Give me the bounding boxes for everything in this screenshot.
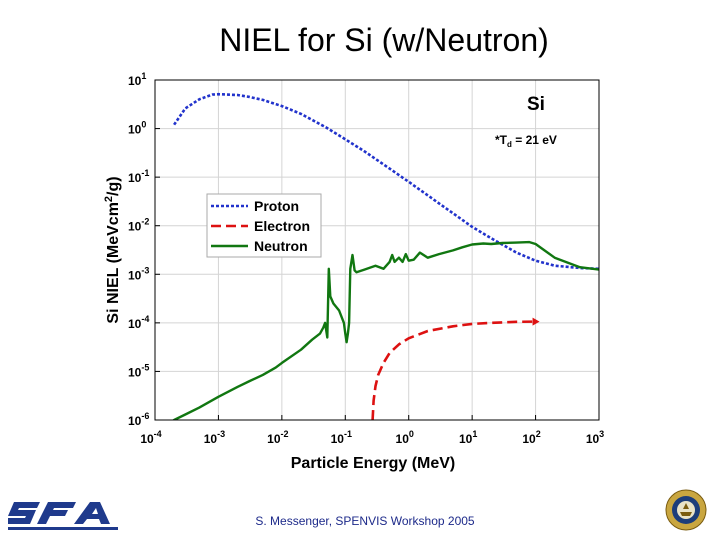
x-tick-label: 10-2 <box>267 429 288 446</box>
plot-frame <box>154 79 600 421</box>
y-tick-label: 10-3 <box>128 265 149 282</box>
material-annotation: Si <box>527 94 545 115</box>
x-tick-label: 10-1 <box>331 429 352 446</box>
legend-electron-label: Electron <box>254 218 310 234</box>
series-electron-end-marker <box>532 317 540 326</box>
department-seal-logo <box>664 488 708 537</box>
y-tick-label: 101 <box>128 71 146 88</box>
series-proton-line <box>173 92 599 271</box>
y-tick-label: 10-4 <box>128 314 149 331</box>
axis-ticks: 10-4 10-3 10-2 10-1 100 101 102 103 10-6 10-5 10-4… <box>128 71 604 446</box>
footer-credit: S. Messenger, SPENVIS Workshop 2005 <box>255 514 475 528</box>
slide-title: NIEL for Si (w/Neutron) <box>219 22 549 58</box>
legend: Proton Electron Neutron <box>206 193 322 258</box>
y-tick-label: 100 <box>128 120 146 137</box>
sfa-logo <box>4 492 120 537</box>
series-lines <box>171 92 599 420</box>
y-tick-label: 10-5 <box>128 362 149 379</box>
y-axis-label: Si NIEL (MeVcm2/g) <box>103 176 122 323</box>
x-axis-label: Particle Energy (MeV) <box>291 455 456 472</box>
x-tick-label: 102 <box>522 429 540 446</box>
x-tick-label: 10-4 <box>140 429 161 446</box>
y-tick-label: 10-2 <box>128 217 149 234</box>
series-neutron-line <box>171 240 599 420</box>
x-tick-label: 103 <box>586 429 604 446</box>
displacement-energy-annotation: *Td = 21 eV <box>495 133 557 149</box>
legend-neutron-label: Neutron <box>254 238 308 254</box>
series-electron-line <box>371 320 536 420</box>
x-tick-label: 10-3 <box>204 429 225 446</box>
x-tick-label: 100 <box>396 429 414 446</box>
y-tick-label: 10-1 <box>128 168 149 185</box>
legend-proton-label: Proton <box>254 198 299 214</box>
y-tick-label: 10-6 <box>128 411 149 428</box>
x-tick-label: 101 <box>459 429 477 446</box>
